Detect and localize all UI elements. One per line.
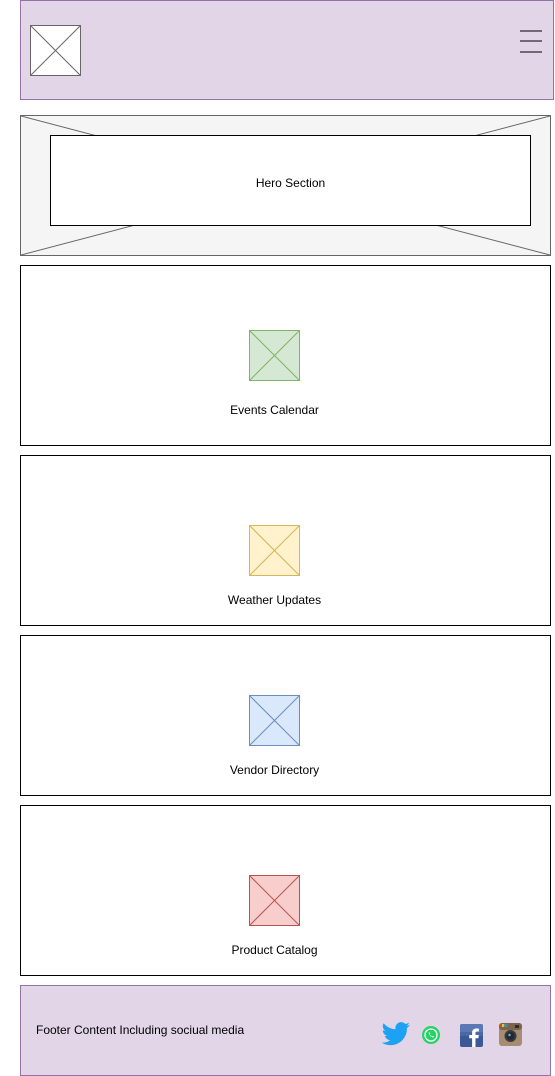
hamburger-menu-icon[interactable]: [520, 30, 542, 54]
header: [20, 0, 554, 100]
vendor-directory-section[interactable]: Vendor Directory: [20, 635, 551, 796]
vendor-directory-icon: [249, 695, 300, 746]
product-catalog-icon: [249, 875, 300, 926]
hero-content-box: Hero Section: [50, 135, 531, 226]
weather-updates-label: Weather Updates: [227, 593, 322, 607]
instagram-icon[interactable]: [499, 1023, 522, 1046]
events-calendar-section[interactable]: Events Calendar: [20, 265, 551, 446]
product-catalog-section[interactable]: Product Catalog: [20, 805, 551, 976]
product-catalog-label: Product Catalog: [231, 943, 318, 957]
hero-title: Hero Section: [255, 176, 326, 190]
events-calendar-label: Events Calendar: [230, 403, 319, 417]
twitter-icon[interactable]: [381, 1022, 411, 1046]
weather-updates-section[interactable]: Weather Updates: [20, 455, 551, 626]
facebook-icon[interactable]: [460, 1024, 483, 1047]
whatsapp-icon[interactable]: [421, 1025, 441, 1045]
weather-updates-icon: [249, 525, 300, 576]
events-calendar-icon: [249, 330, 300, 381]
hero-section: Hero Section: [20, 115, 551, 256]
footer: Footer Content Including sociual media: [20, 985, 551, 1076]
vendor-directory-label: Vendor Directory: [229, 763, 320, 777]
logo-placeholder-icon[interactable]: [30, 25, 81, 76]
footer-text: Footer Content Including sociual media: [36, 1023, 245, 1037]
